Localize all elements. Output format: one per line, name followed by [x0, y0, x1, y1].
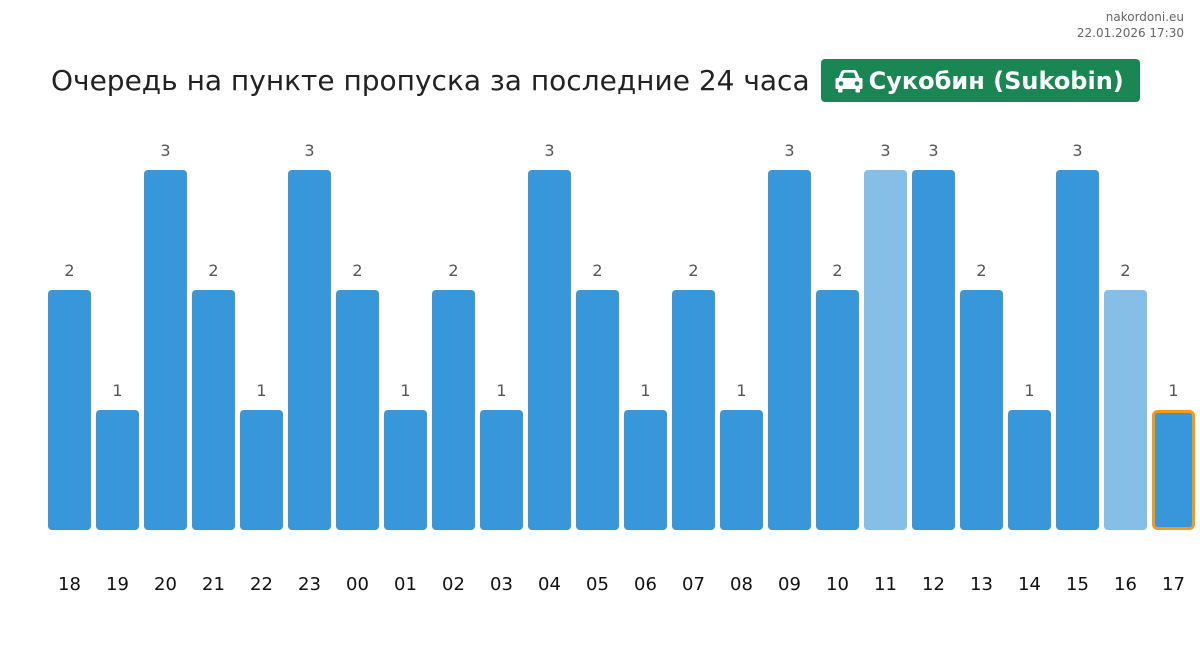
- bar-08: [720, 410, 763, 530]
- data-label-20: 3: [160, 141, 170, 160]
- bar-14: [1008, 410, 1051, 530]
- data-label-17: 1: [1168, 381, 1178, 400]
- x-tick-08: 08: [730, 574, 753, 595]
- bar-04: [528, 170, 571, 530]
- x-tick-02: 02: [442, 574, 465, 595]
- data-label-02: 2: [448, 261, 458, 280]
- data-label-18: 2: [64, 261, 74, 280]
- page-title: Очередь на пункте пропуска за последние …: [51, 64, 810, 97]
- data-label-05: 2: [592, 261, 602, 280]
- bar-19: [96, 410, 139, 530]
- data-label-06: 1: [640, 381, 650, 400]
- checkpoint-badge[interactable]: Сукобин (Sukobin): [820, 59, 1140, 102]
- bar-12: [912, 170, 955, 530]
- timestamp: 22.01.2026 17:30: [1076, 26, 1184, 40]
- x-tick-15: 15: [1066, 574, 1089, 595]
- x-tick-21: 21: [202, 574, 225, 595]
- bar-02: [432, 290, 475, 530]
- bar-10: [816, 290, 859, 530]
- data-label-01: 1: [400, 381, 410, 400]
- bar-13: [960, 290, 1003, 530]
- data-label-15: 3: [1072, 141, 1082, 160]
- site-name: nakordoni.eu: [1105, 10, 1184, 24]
- x-tick-00: 00: [346, 574, 369, 595]
- bar-01: [384, 410, 427, 530]
- data-label-09: 3: [784, 141, 794, 160]
- data-label-04: 3: [544, 141, 554, 160]
- x-tick-18: 18: [58, 574, 81, 595]
- header: Очередь на пункте пропуска за последние …: [51, 59, 1140, 102]
- badge-label: Сукобин (Sukobin): [868, 66, 1124, 95]
- x-tick-14: 14: [1018, 574, 1041, 595]
- data-label-21: 2: [208, 261, 218, 280]
- bar-23: [288, 170, 331, 530]
- x-tick-22: 22: [250, 574, 273, 595]
- x-tick-10: 10: [826, 574, 849, 595]
- data-label-22: 1: [256, 381, 266, 400]
- x-tick-13: 13: [970, 574, 993, 595]
- data-label-10: 2: [832, 261, 842, 280]
- car-icon: [835, 69, 863, 92]
- data-label-03: 1: [496, 381, 506, 400]
- x-tick-12: 12: [922, 574, 945, 595]
- bar-06: [624, 410, 667, 530]
- data-label-08: 1: [736, 381, 746, 400]
- bar-07: [672, 290, 715, 530]
- x-tick-19: 19: [106, 574, 129, 595]
- bar-21: [192, 290, 235, 530]
- data-label-07: 2: [688, 261, 698, 280]
- x-tick-16: 16: [1114, 574, 1137, 595]
- bar-22: [240, 410, 283, 530]
- data-label-13: 2: [976, 261, 986, 280]
- bar-05: [576, 290, 619, 530]
- x-tick-09: 09: [778, 574, 801, 595]
- x-tick-07: 07: [682, 574, 705, 595]
- bar-11: [864, 170, 907, 530]
- bar-18: [48, 290, 91, 530]
- bar-20: [144, 170, 187, 530]
- bar-17: [1152, 410, 1195, 530]
- x-tick-03: 03: [490, 574, 513, 595]
- x-tick-23: 23: [298, 574, 321, 595]
- x-tick-06: 06: [634, 574, 657, 595]
- data-label-16: 2: [1120, 261, 1130, 280]
- data-label-00: 2: [352, 261, 362, 280]
- data-label-19: 1: [112, 381, 122, 400]
- bar-15: [1056, 170, 1099, 530]
- site-info: nakordoni.eu 22.01.2026 17:30: [1077, 9, 1184, 41]
- x-tick-20: 20: [154, 574, 177, 595]
- x-tick-17: 17: [1162, 574, 1185, 595]
- x-tick-05: 05: [586, 574, 609, 595]
- x-tick-11: 11: [874, 574, 897, 595]
- data-label-14: 1: [1024, 381, 1034, 400]
- bar-09: [768, 170, 811, 530]
- bar-03: [480, 410, 523, 530]
- data-label-11: 3: [880, 141, 890, 160]
- bar-16: [1104, 290, 1147, 530]
- x-tick-04: 04: [538, 574, 561, 595]
- data-label-12: 3: [928, 141, 938, 160]
- data-label-23: 3: [304, 141, 314, 160]
- x-tick-01: 01: [394, 574, 417, 595]
- bar-00: [336, 290, 379, 530]
